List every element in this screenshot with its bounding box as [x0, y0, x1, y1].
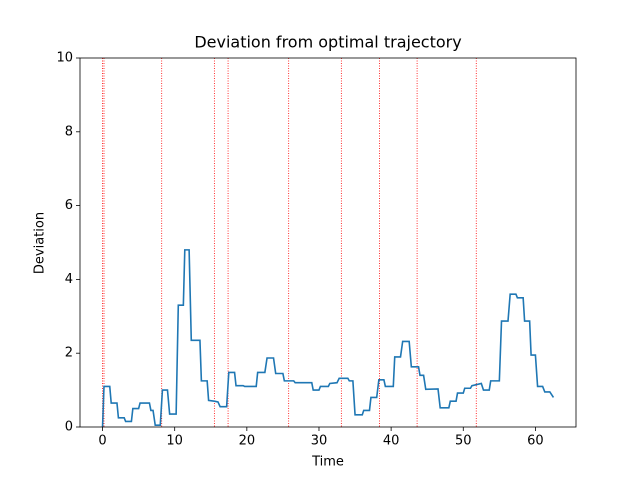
y-tick-label: 6: [65, 198, 73, 213]
x-tick-label: 0: [98, 434, 106, 449]
chart-title: Deviation from optimal trajectory: [194, 33, 461, 52]
x-tick-label: 30: [311, 434, 328, 449]
y-axis-label: Deviation: [33, 212, 48, 274]
x-tick-label: 10: [166, 434, 183, 449]
data-line: [101, 249, 555, 428]
plot-frame: [79, 57, 577, 428]
x-tick-label: 20: [239, 434, 256, 449]
y-tick-label: 0: [65, 420, 73, 435]
x-tick-label: 40: [383, 434, 400, 449]
x-tick-label: 50: [455, 434, 472, 449]
x-tick-label: 60: [527, 434, 544, 449]
x-axis-label: Time: [311, 455, 344, 470]
y-tick-label: 2: [65, 346, 73, 361]
y-tick-label: 8: [65, 124, 73, 139]
y-tick-label: 4: [65, 272, 73, 287]
y-tick-label: 10: [56, 51, 73, 66]
